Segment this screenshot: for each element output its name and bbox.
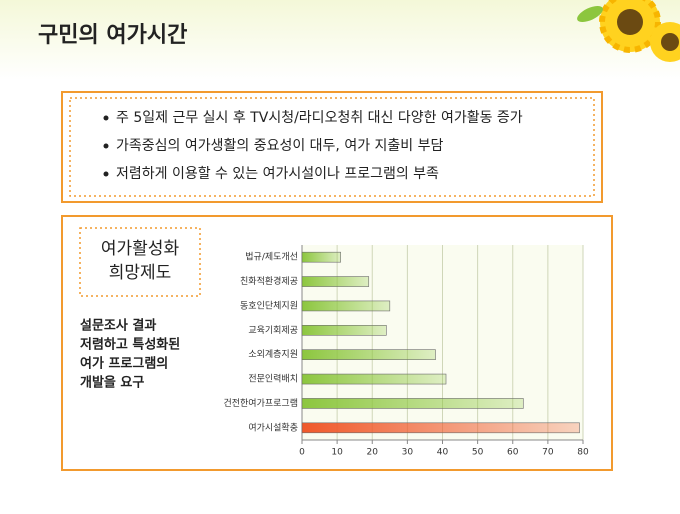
y-tick-label: 법규/제도개선 bbox=[245, 252, 298, 263]
bar bbox=[301, 276, 370, 287]
bar bbox=[301, 349, 436, 360]
bullet-list: 주 5일제 근무 실시 후 TV시청/라디오청취 대신 다양한 여가활동 증가가… bbox=[103, 110, 523, 182]
y-tick-label: 교육기회제공 bbox=[248, 325, 298, 336]
x-tick-label: 0 bbox=[299, 448, 305, 458]
x-tick-label: 30 bbox=[402, 448, 414, 458]
x-tick-label: 50 bbox=[472, 448, 484, 458]
bullet-dot bbox=[103, 171, 109, 177]
box-label-line: 여가활성화 bbox=[101, 239, 180, 259]
bullet-text: 주 5일제 근무 실시 후 TV시청/라디오청취 대신 다양한 여가활동 증가 bbox=[116, 110, 523, 126]
x-tick-label: 20 bbox=[367, 448, 379, 458]
y-tick-label: 친화적환경제공 bbox=[240, 275, 298, 287]
y-tick-label: 건전한여가프로그램 bbox=[223, 397, 298, 409]
sunflowers bbox=[577, 0, 680, 62]
y-tick-label: 소외계층지원 bbox=[248, 348, 298, 360]
bullet-dot bbox=[103, 143, 109, 149]
description-line: 설문조사 결과 bbox=[80, 318, 156, 334]
bar bbox=[301, 300, 391, 312]
bar bbox=[301, 422, 580, 434]
box-label-line: 희망제도 bbox=[109, 263, 172, 283]
y-tick-label: 동호인단체지원 bbox=[240, 300, 298, 311]
x-tick-label: 10 bbox=[331, 448, 343, 458]
bar-chart: 0 10 20 30 40 50 60 70 80 법규/제도개선친화적환경제공동호인단체지원교육… bbox=[223, 245, 589, 458]
bar bbox=[301, 373, 447, 385]
bullet-text: 가족중심의 여가생활의 중요성이 대두, 여가 지출비 부담 bbox=[116, 138, 444, 154]
bar bbox=[301, 398, 524, 409]
y-tick-label: 전문인력배치 bbox=[248, 373, 298, 385]
x-tick-label: 80 bbox=[577, 448, 589, 458]
x-tick-label: 40 bbox=[437, 448, 449, 458]
title: 구민의 여가시간 bbox=[38, 23, 187, 48]
bar bbox=[301, 251, 341, 263]
header-band bbox=[0, 0, 680, 80]
bar bbox=[301, 325, 387, 336]
description-line: 개발을 요구 bbox=[80, 375, 144, 391]
description-line: 저렴하고 특성화된 bbox=[80, 337, 180, 353]
x-tick-label: 70 bbox=[542, 448, 554, 458]
bullet-text: 저렴하게 이용할 수 있는 여가시설이나 프로그램의 부족 bbox=[116, 166, 439, 182]
bullet-box-inner bbox=[69, 97, 595, 197]
label-box bbox=[79, 227, 201, 297]
x-tick-label: 60 bbox=[507, 448, 519, 458]
y-tick-label: 여가시설확충 bbox=[248, 421, 298, 433]
bullet-box bbox=[61, 91, 603, 203]
bullet-dot bbox=[103, 115, 109, 121]
description-line: 여가 프로그램의 bbox=[80, 356, 168, 372]
